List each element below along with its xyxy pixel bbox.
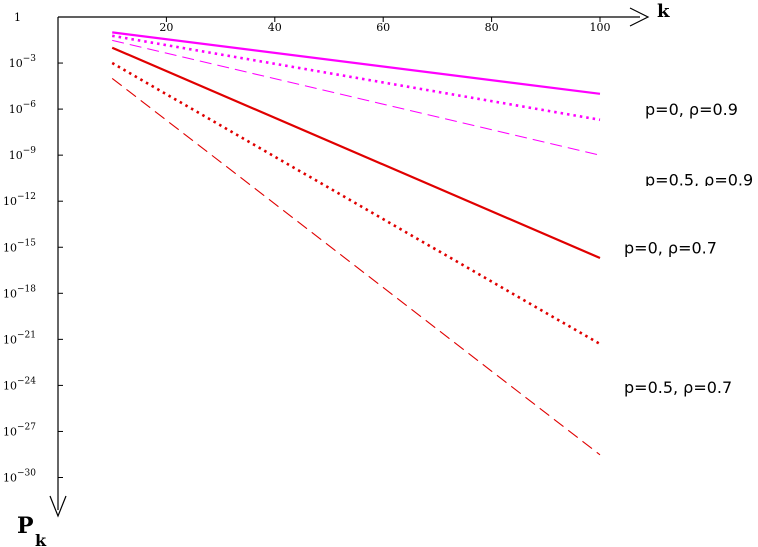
x-ticks: 20 40 60 80 100	[159, 17, 611, 34]
series-annotation-3: p=0, ρ=0.7	[624, 238, 717, 257]
y-tick-label: 1	[14, 11, 21, 24]
y-tick-label: 10−27	[3, 422, 36, 438]
series-line-4	[111, 46, 601, 260]
series-line-3	[112, 39, 601, 156]
x-tick-label: 20	[159, 21, 173, 34]
x-tick-label: 40	[268, 21, 282, 34]
y-axis-label: P	[17, 513, 34, 539]
x-tick-label: 100	[590, 21, 611, 34]
y-axis-label-subscript: k	[35, 531, 47, 547]
y-tick-label: 10−6	[9, 100, 37, 116]
series-line-6	[111, 77, 601, 456]
series-layer	[111, 31, 601, 456]
y-tick-label: 10−3	[9, 54, 37, 70]
y-tick-label: 10−21	[3, 330, 36, 346]
x-axis-label: k	[657, 1, 670, 22]
y-axis-arrow	[49, 495, 67, 518]
y-tick-label: 10−18	[3, 284, 36, 300]
y-tick-label: 10−30	[3, 469, 36, 485]
axes	[49, 7, 650, 518]
y-tick-label: 10−15	[3, 238, 36, 254]
series-annotation-2: p=0.5, ρ=0.9	[645, 171, 753, 190]
series-line-2	[111, 34, 601, 122]
y-tick-label: 10−9	[9, 146, 37, 162]
y-tick-label: 10−24	[3, 376, 36, 392]
series-line-5	[111, 61, 601, 346]
x-tick-label: 80	[485, 21, 499, 34]
y-tick-label: 10−12	[3, 192, 36, 208]
x-tick-label: 60	[376, 21, 390, 34]
x-axis-arrow	[629, 7, 650, 27]
series-line-1	[112, 31, 601, 95]
series-annotation-4: p=0.5, ρ=0.7	[624, 378, 732, 397]
annotation-layer: p=0, ρ=0.9 p=0.5, ρ=0.9 p=0, ρ=0.7 p=0.5, ρ…	[624, 100, 753, 397]
y-ticks: 1 10−3 10−6 10−9 10−12 10−15 10−18 10−21 10−24 10…	[3, 11, 63, 485]
series-annotation-1: p=0, ρ=0.9	[645, 100, 738, 119]
